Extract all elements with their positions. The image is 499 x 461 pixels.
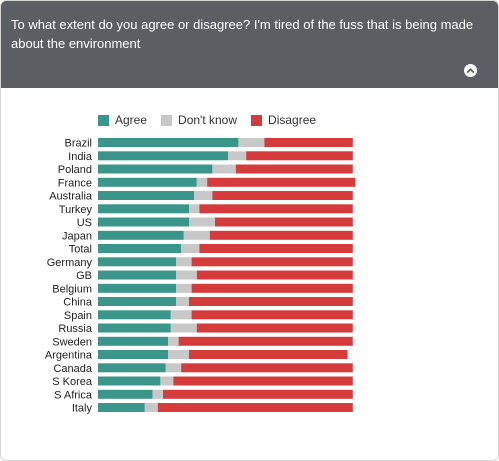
bar-s-africa-disagree[interactable] (163, 389, 353, 399)
bar-france-dont-know[interactable] (196, 177, 208, 187)
bar-us-disagree[interactable] (215, 217, 353, 227)
category-label-canada: Canada (53, 363, 92, 375)
bar-gb-agree[interactable] (98, 270, 176, 280)
bar-india-agree[interactable] (98, 151, 228, 161)
category-label-brazil: Brazil (64, 138, 92, 150)
category-label-argentina: Argentina (45, 350, 93, 362)
bar-poland-agree[interactable] (98, 164, 213, 174)
bar-s-korea-disagree[interactable] (173, 376, 353, 386)
category-label-italy: Italy (72, 403, 93, 415)
question-header: To what extent do you agree or disagree?… (1, 1, 498, 88)
bar-sweden-disagree[interactable] (178, 336, 353, 346)
category-label-poland: Poland (58, 164, 92, 176)
bar-s-africa-agree[interactable] (98, 389, 153, 399)
category-label-russia: Russia (58, 323, 93, 335)
bar-australia-agree[interactable] (98, 191, 195, 200)
category-label-france: France (58, 177, 92, 189)
bar-france-disagree[interactable] (207, 177, 356, 187)
bar-us-dont-know[interactable] (189, 217, 215, 227)
legend-item-agree[interactable]: Agree (98, 113, 147, 127)
bar-gb-disagree[interactable] (196, 270, 353, 280)
bar-brazil-agree[interactable] (98, 138, 239, 147)
bar-argentina-agree[interactable] (98, 350, 169, 359)
bar-russia-agree[interactable] (98, 323, 171, 333)
bar-belgium-agree[interactable] (98, 283, 176, 293)
legend-swatch-agree (98, 114, 109, 126)
bar-canada-dont-know[interactable] (165, 363, 182, 373)
category-label-spain: Spain (64, 310, 92, 322)
bar-gb-dont-know[interactable] (176, 270, 197, 280)
bar-italy-disagree[interactable] (157, 403, 353, 412)
bar-spain-dont-know[interactable] (170, 310, 192, 320)
category-label-gb: GB (76, 270, 92, 282)
bar-s-africa-dont-know[interactable] (152, 389, 163, 399)
legend-item-dont-know[interactable]: Don't know (161, 113, 237, 127)
category-label-sweden: Sweden (52, 336, 92, 348)
bar-japan-agree[interactable] (98, 230, 184, 240)
bar-poland-dont-know[interactable] (212, 164, 236, 174)
category-label-germany: Germany (47, 257, 93, 269)
bar-india-disagree[interactable] (246, 151, 353, 161)
category-label-total: Total (69, 244, 92, 256)
bar-spain-agree[interactable] (98, 310, 171, 320)
bar-germany-agree[interactable] (98, 257, 176, 267)
bar-russia-dont-know[interactable] (170, 323, 197, 333)
bar-germany-dont-know[interactable] (176, 257, 192, 267)
bar-belgium-dont-know[interactable] (176, 283, 192, 293)
category-label-belgium: Belgium (52, 283, 92, 295)
bar-turkey-agree[interactable] (98, 204, 189, 214)
legend-swatch-disagree (251, 114, 263, 126)
bar-sweden-agree[interactable] (98, 336, 169, 346)
chevron-up-icon[interactable] (464, 64, 477, 77)
bar-brazil-disagree[interactable] (264, 138, 353, 147)
category-label-india: India (68, 151, 93, 163)
bar-japan-disagree[interactable] (209, 230, 353, 240)
bar-total-agree[interactable] (98, 244, 182, 253)
bar-us-agree[interactable] (98, 217, 189, 227)
bar-argentina-disagree[interactable] (189, 350, 348, 359)
category-label-turkey: Turkey (59, 204, 93, 216)
legend-swatch-dont-know (161, 114, 173, 126)
bar-canada-disagree[interactable] (181, 363, 353, 373)
legend-label-dont-know: Don't know (178, 113, 238, 127)
bar-sweden-dont-know[interactable] (168, 336, 179, 346)
bar-india-dont-know[interactable] (228, 151, 247, 161)
bar-turkey-dont-know[interactable] (189, 204, 200, 214)
bar-china-disagree[interactable] (189, 297, 353, 306)
legend-label-disagree: Disagree (268, 113, 317, 127)
category-label-s-africa: S Africa (54, 389, 93, 401)
bar-australia-disagree[interactable] (212, 191, 353, 200)
legend: Agree Don't know Disagree (98, 112, 330, 128)
bar-s-korea-dont-know[interactable] (160, 376, 174, 386)
bar-italy-agree[interactable] (98, 403, 145, 412)
category-label-japan: Japan (62, 230, 92, 242)
bar-s-korea-agree[interactable] (98, 376, 161, 386)
question-title: To what extent do you agree or disagree?… (11, 17, 474, 51)
category-label-australia: Australia (49, 191, 93, 203)
category-label-us: US (77, 217, 92, 229)
bar-germany-disagree[interactable] (191, 257, 353, 267)
bar-turkey-disagree[interactable] (199, 204, 353, 214)
bar-china-dont-know[interactable] (176, 297, 189, 306)
legend-label-agree: Agree (115, 113, 148, 127)
bar-france-agree[interactable] (98, 177, 197, 187)
bar-total-dont-know[interactable] (181, 244, 200, 253)
bar-brazil-dont-know[interactable] (238, 138, 265, 147)
bar-spain-disagree[interactable] (191, 310, 353, 320)
legend-item-disagree[interactable]: Disagree (251, 113, 316, 127)
bar-japan-dont-know[interactable] (183, 230, 210, 240)
bar-russia-disagree[interactable] (196, 323, 353, 333)
bar-canada-agree[interactable] (98, 363, 166, 373)
bar-australia-dont-know[interactable] (194, 191, 213, 200)
bar-argentina-dont-know[interactable] (168, 350, 189, 359)
bar-poland-disagree[interactable] (235, 164, 353, 174)
bar-belgium-disagree[interactable] (191, 283, 353, 293)
bar-italy-dont-know[interactable] (144, 403, 158, 412)
bar-total-disagree[interactable] (199, 244, 353, 253)
category-label-china: China (63, 297, 93, 309)
bar-china-agree[interactable] (98, 297, 176, 306)
category-label-s-korea: S Korea (52, 376, 93, 388)
